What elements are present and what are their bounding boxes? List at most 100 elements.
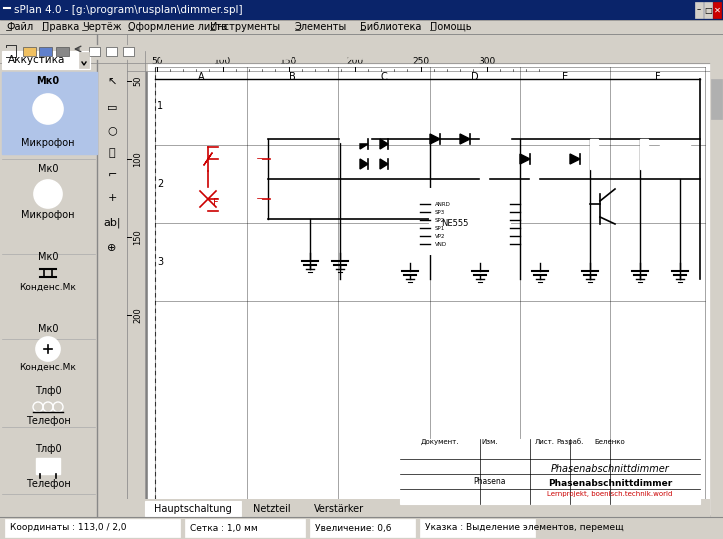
Bar [450,161,475,169]
Bar [480,134,510,142]
Text: NE555: NE555 [441,219,469,229]
Bar [260,45,274,59]
Bar [39,47,52,56]
Bar [127,517,710,531]
Bar [97,29,127,539]
Bar [330,45,344,59]
Bar [348,45,362,59]
Bar [148,59,713,514]
Bar [420,519,535,537]
Bar [255,159,261,164]
Bar [123,47,134,56]
Bar [55,45,69,59]
Text: ▭: ▭ [107,103,117,113]
Bar [0,29,97,539]
Text: Телефон: Телефон [25,416,70,426]
Bar [196,45,210,59]
Bar [590,139,598,169]
Text: Инструменты: Инструменты [210,22,280,32]
Text: Phasenabschnittdimmer: Phasenabschnittdimmer [548,480,672,488]
Text: 250: 250 [412,57,429,66]
Text: Микрофон: Микрофон [21,138,74,148]
Text: 150: 150 [281,57,298,66]
Bar [583,45,597,59]
Bar [99,165,125,187]
Bar [56,47,69,56]
Bar [127,53,723,71]
Text: Разраб.: Разраб. [556,439,583,445]
Bar [277,45,291,59]
Bar [155,67,705,507]
Text: Указка : Выделение элементов, перемещ: Указка : Выделение элементов, перемещ [425,523,624,533]
Bar [185,519,305,537]
Text: sPlan 4.0 - [g:\program\rusplan\dimmer.spl]: sPlan 4.0 - [g:\program\rusplan\dimmer.s… [14,5,243,15]
Text: Мк0: Мк0 [38,324,59,334]
Text: F: F [655,72,660,82]
Bar [218,146,258,171]
Bar [704,2,712,18]
Text: Беленко: Беленко [594,439,625,445]
Polygon shape [430,134,440,144]
Text: Правка: Правка [42,22,80,32]
Text: 50: 50 [151,57,163,66]
Bar [255,208,261,213]
Bar [5,519,180,537]
Bar [530,159,538,189]
Bar [695,2,703,18]
Text: Hauptschaltung: Hauptschaltung [154,503,232,514]
Bar [366,45,380,59]
Bar [384,45,398,59]
Bar [713,2,721,18]
Bar [255,168,261,173]
Text: 100: 100 [134,151,142,167]
Text: ANRD: ANRD [435,202,451,206]
Text: VP2: VP2 [435,233,445,238]
Text: Документ.: Документ. [421,439,459,445]
Text: Оформление листа: Оформление листа [128,22,227,32]
Bar [620,45,634,59]
Text: ⌐: ⌐ [107,171,116,181]
Circle shape [36,337,60,361]
Text: 200: 200 [134,307,142,323]
Bar [2,72,97,154]
Text: 150: 150 [134,229,142,245]
Bar [0,0,723,20]
Text: Мк0: Мк0 [38,164,59,174]
Bar [160,45,174,59]
Text: Аккустика: Аккустика [8,55,65,65]
Text: A: A [197,72,205,82]
Bar [99,212,125,234]
Text: SP3: SP3 [435,210,445,215]
Text: 300: 300 [479,57,496,66]
Text: ✕: ✕ [714,5,721,15]
Bar [178,45,192,59]
Text: D: D [471,72,479,82]
Bar [660,141,690,149]
Text: Сетка : 1,0 мм: Сетка : 1,0 мм [190,523,258,533]
Bar [218,186,258,211]
Bar [0,34,723,63]
Text: 50: 50 [134,76,142,86]
Text: Лист.: Лист. [535,439,555,445]
Bar [0,517,723,539]
Text: Мк0: Мк0 [38,252,59,262]
Text: ○: ○ [107,125,117,135]
Bar [340,134,370,142]
Text: ab|: ab| [103,218,121,228]
Polygon shape [380,139,388,149]
Bar [38,45,52,59]
Bar [22,45,36,59]
Bar [430,189,510,254]
Text: Phasenabschnittdimmer: Phasenabschnittdimmer [551,464,669,474]
Polygon shape [360,159,368,169]
Bar [480,164,488,189]
Text: +: + [107,193,116,203]
Bar [127,499,710,517]
Bar [106,47,117,56]
Text: 1: 1 [157,101,163,111]
Bar [122,45,136,59]
Text: ↖: ↖ [107,78,116,88]
Text: F: F [213,198,218,208]
Text: Чертёж: Чертёж [82,22,121,32]
Text: Конденс.Мк: Конденс.Мк [20,282,77,292]
